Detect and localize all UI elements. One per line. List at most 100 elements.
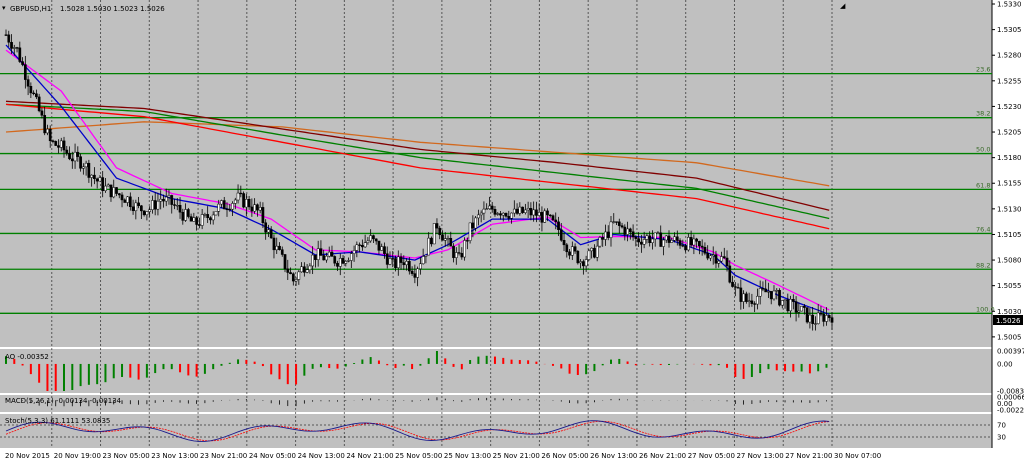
candle-body (686, 237, 690, 251)
candle-body (35, 93, 38, 98)
candle-body (101, 177, 105, 192)
candle-body (617, 221, 621, 226)
candle-body (811, 314, 815, 324)
price-tick-label: 1.5155 (997, 180, 1022, 188)
time-tick-label: 24 Nov 13:00 (298, 452, 345, 460)
candle-body (430, 237, 433, 245)
stochastic-lines (0, 420, 992, 442)
time-tick-label: 24 Nov 21:00 (346, 452, 393, 460)
candle-body (275, 245, 279, 251)
candle-body (214, 211, 218, 216)
candle-body (595, 245, 599, 258)
candle-body (474, 217, 477, 229)
candle-body (518, 206, 522, 214)
candle-body (338, 258, 342, 267)
price-tick-label: 1.5130 (997, 205, 1022, 213)
macd-tick-label: 0.00066 (997, 394, 1024, 402)
candle-body (512, 208, 516, 214)
candle-body (162, 198, 165, 202)
candle-body (789, 299, 792, 312)
candle-body (10, 41, 13, 49)
candle-body (32, 92, 35, 95)
candle-body (347, 260, 350, 262)
macd-tick-label: 0.00 (997, 400, 1013, 408)
candle-body (258, 207, 262, 211)
candle-body (543, 210, 547, 223)
candle-body (753, 303, 756, 305)
candle-body (73, 151, 77, 162)
candle-body (167, 195, 171, 198)
candle-body (4, 34, 8, 36)
ema-fast-line (5, 44, 830, 315)
candle-body (427, 237, 431, 256)
candle-body (189, 216, 193, 222)
price-tick-label: 1.5005 (997, 333, 1022, 341)
candle-body (394, 258, 397, 269)
candle-body (675, 236, 679, 241)
candle-body (175, 205, 179, 207)
current-price-tag-bg (993, 315, 1023, 325)
candle-body (244, 198, 248, 208)
stoch-main-line (5, 420, 830, 442)
time-axis: 20 Nov 2015 20 Nov 19:00 23 Nov 05:00 23 No… (5, 452, 881, 460)
candle-body (54, 141, 58, 146)
chart-symbol-arrow-icon[interactable]: ▾ (2, 4, 6, 12)
candle-body (396, 256, 400, 269)
candle-body (681, 245, 685, 247)
stoch-pane-bg (0, 414, 992, 448)
candle-body (256, 204, 259, 211)
panel-corner-icon: ◢ (840, 2, 846, 10)
candle-body (352, 250, 356, 254)
candle-body (231, 203, 234, 210)
candle-body (720, 256, 723, 262)
fib-level-label: 61.8 (976, 181, 990, 189)
time-tick-label: 23 Nov 21:00 (200, 452, 247, 460)
candle-body (156, 200, 160, 210)
candle-body (791, 299, 795, 302)
candle-body (369, 235, 373, 242)
candle-body (786, 299, 790, 312)
candle-body (366, 240, 370, 243)
candle-body (468, 222, 472, 241)
candle-body (604, 231, 607, 240)
candle-body (620, 225, 624, 228)
macd-pane-bg (0, 395, 992, 412)
candle-body (482, 208, 486, 214)
candle-body (778, 290, 781, 306)
current-price-tag: 1.5026 (996, 317, 1021, 325)
candle-body (159, 198, 163, 202)
candle-body (280, 249, 284, 255)
candle-body (84, 162, 88, 168)
candle-body (454, 252, 458, 258)
candle-body (524, 209, 527, 213)
candle-body (775, 290, 779, 292)
candle-body (736, 287, 740, 289)
candle-body (557, 221, 560, 230)
candle-body (184, 209, 187, 221)
candle-body (181, 211, 185, 221)
candle-body (659, 232, 663, 247)
time-tick-label: 27 Nov 21:00 (785, 452, 832, 460)
candle-body (761, 288, 765, 290)
candle-body (645, 235, 649, 240)
candle-body (18, 47, 22, 62)
candle-body (303, 266, 306, 273)
ma-maroon-line (5, 100, 830, 211)
time-tick-label: 27 Nov 05:00 (688, 452, 735, 460)
candle-body (145, 211, 149, 216)
candle-body (98, 177, 102, 182)
candle-body (330, 251, 334, 257)
candle-body (112, 187, 116, 198)
candle-body (247, 198, 251, 208)
ao-tick-label: -0.0083 (997, 388, 1024, 396)
time-tick-label: 26 Nov 21:00 (639, 452, 686, 460)
candle-body (253, 204, 256, 212)
candle-body (733, 286, 737, 288)
time-tick-label: 23 Nov 13:00 (151, 452, 198, 460)
price-tick-label: 1.5280 (997, 52, 1022, 60)
candle-body (164, 196, 168, 202)
candle-body (709, 255, 712, 259)
candle-body (698, 241, 701, 247)
candle-body (419, 263, 422, 270)
